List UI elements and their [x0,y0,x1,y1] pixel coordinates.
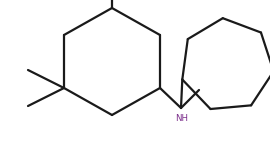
Text: NH: NH [175,114,188,123]
